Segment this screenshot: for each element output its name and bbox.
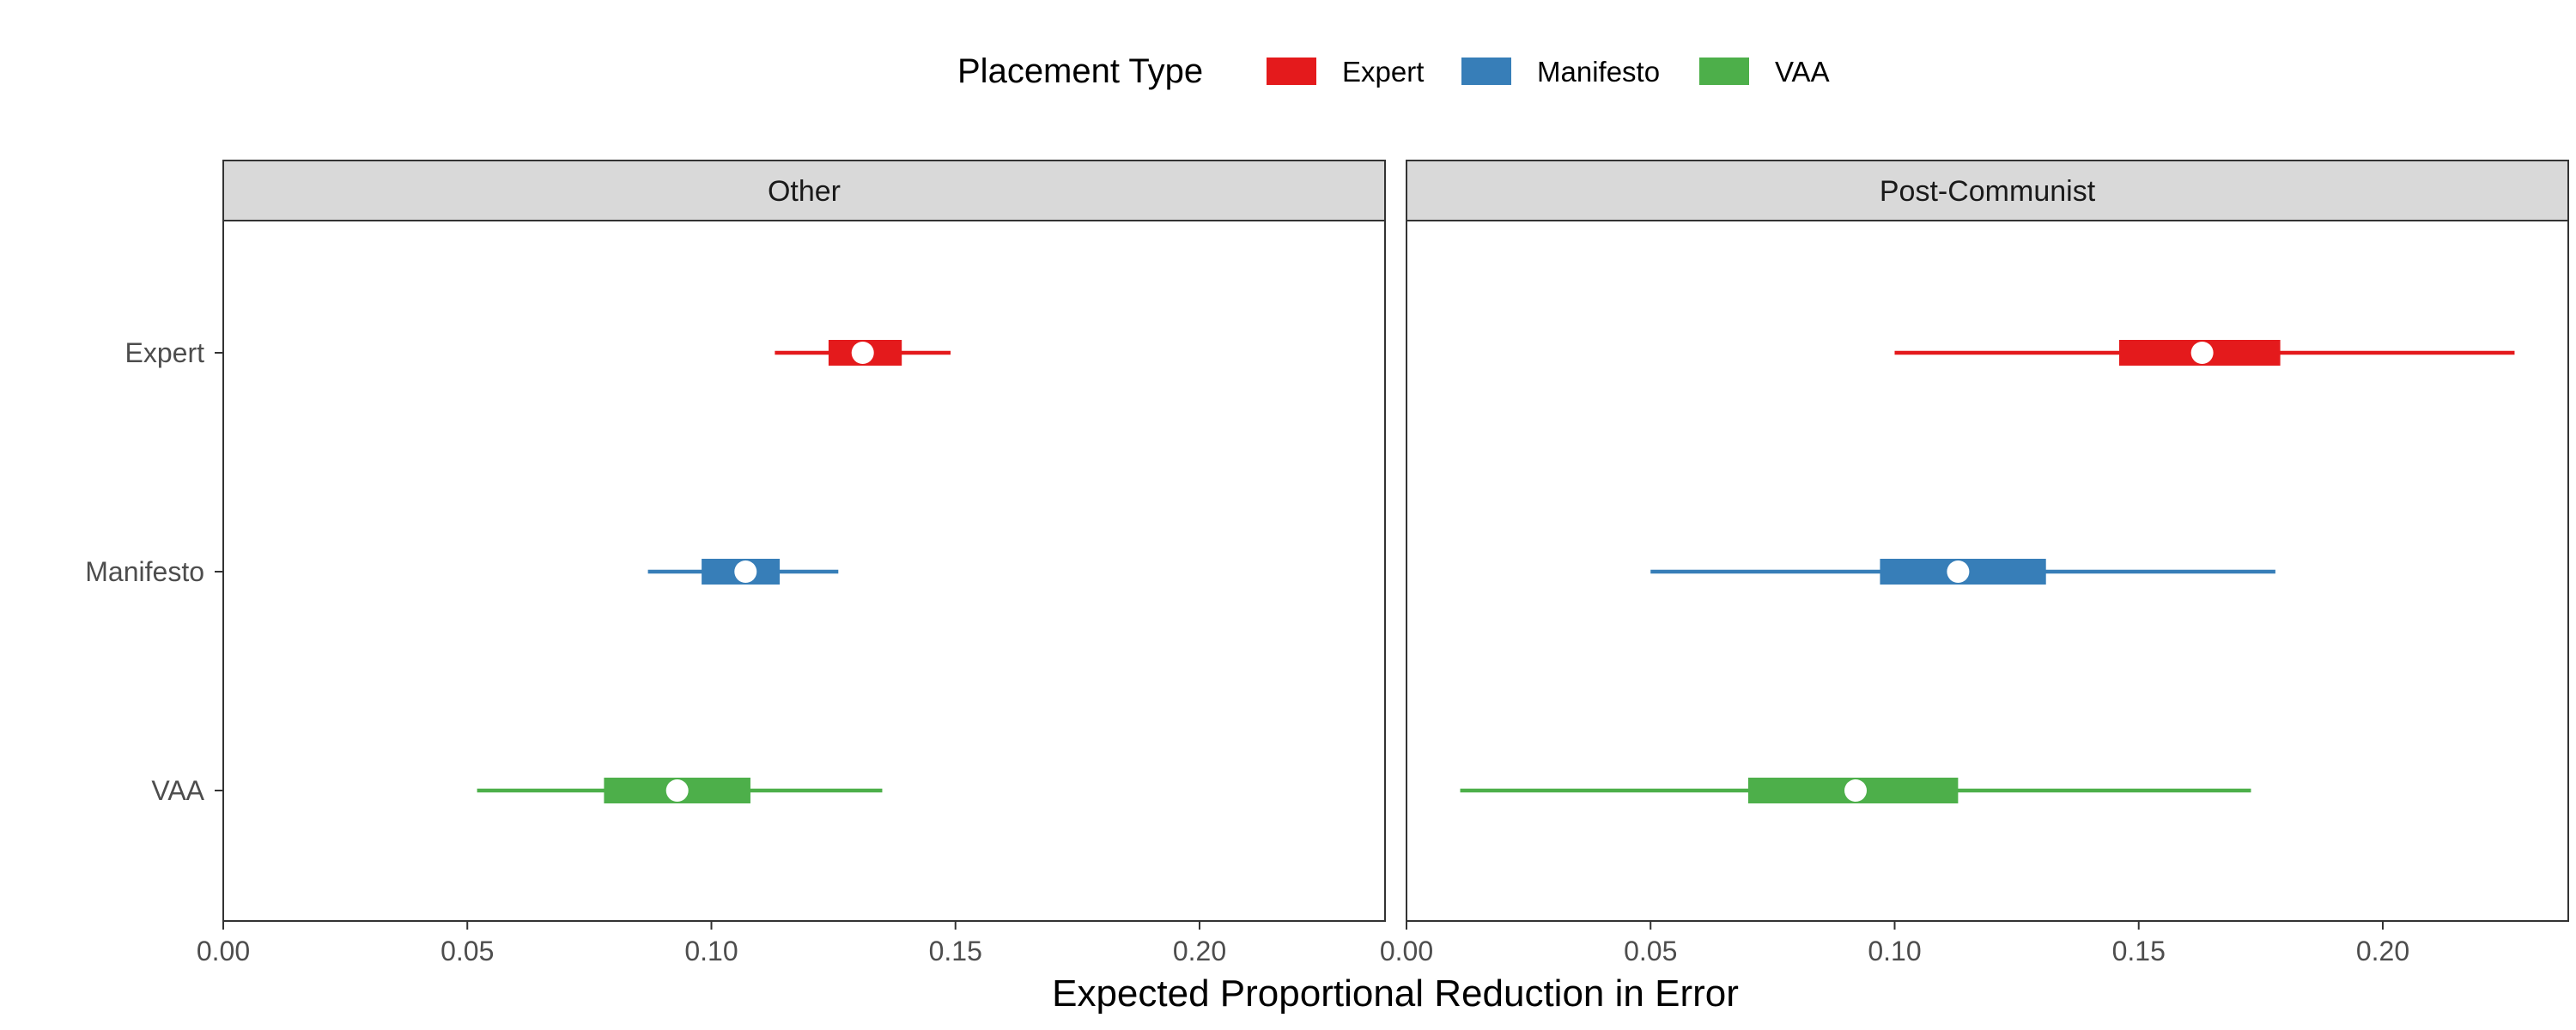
interval-manifesto [647,559,839,585]
panel-post-communist: Post-Communist 0.00 0.05 0.10 0.15 0.20 [1380,160,2569,966]
interval-manifesto [1650,559,2275,585]
point-estimate [734,560,757,583]
legend-label-vaa: VAA [1775,56,1830,88]
facet-strip [222,160,1386,221]
y-tick-label: Manifesto [85,556,204,587]
x-tick-label: 0.00 [1380,936,1433,966]
interval-vaa [477,778,883,803]
point-estimate [1947,560,1970,583]
legend-swatch-manifesto [1461,58,1511,85]
legend-label-expert: Expert [1342,56,1424,88]
facet-label: Post-Communist [1880,175,2096,208]
panel-border [1406,220,2569,922]
panels: Other 0.00 0.05 0.10 0.15 0.20 Expert Manifesto… [85,160,2569,966]
legend: Placement Type Expert Manifesto VAA [957,52,1830,90]
x-tick-label: 0.10 [684,936,738,966]
point-estimate [2190,342,2214,364]
x-tick-label: 0.20 [2356,936,2409,966]
y-tick-label: VAA [151,775,204,806]
legend-swatch-expert [1267,58,1316,85]
point-estimate [665,779,689,802]
legend-swatch-vaa [1699,58,1749,85]
facet-label: Other [768,175,841,208]
x-tick-label: 0.10 [1868,936,1921,966]
interval-vaa [1460,778,2251,803]
y-tick-label: Expert [125,337,205,368]
x-tick-label: 0.05 [440,936,494,966]
x-tick-label: 0.20 [1173,936,1226,966]
facet-strip [1406,160,2569,221]
point-estimate [851,342,874,364]
x-tick-label: 0.05 [1624,936,1677,966]
interval-expert [775,340,951,366]
x-axis-title: Expected Proportional Reduction in Error [1052,972,1739,1015]
x-tick-label: 0.00 [197,936,250,966]
point-estimate [1844,779,1868,802]
panel-other: Other 0.00 0.05 0.10 0.15 0.20 Expert Manifesto… [85,160,1386,966]
x-tick-label: 0.15 [2112,936,2166,966]
interval-expert [1894,340,2515,366]
legend-title: Placement Type [957,52,1203,90]
legend-label-manifesto: Manifesto [1537,56,1660,88]
x-tick-label: 0.15 [929,936,982,966]
